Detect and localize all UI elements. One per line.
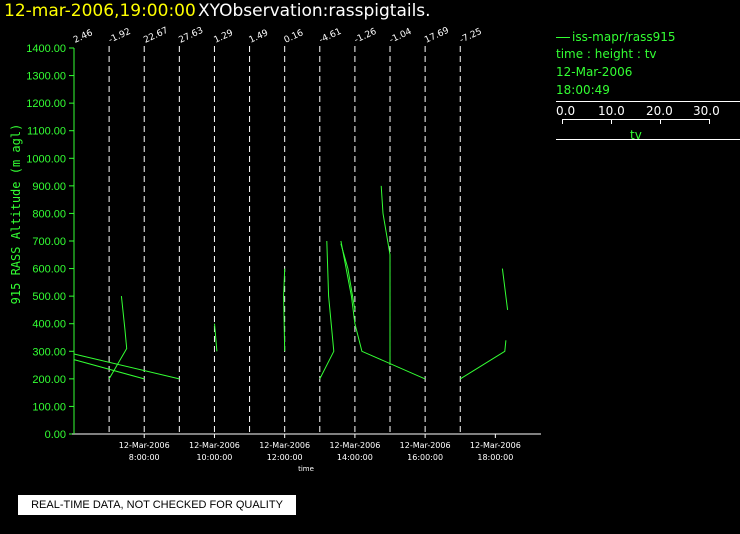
y-tick-label: 600.00: [32, 264, 66, 276]
y-tick-label: 0.00: [45, 429, 66, 441]
title-timestamp: 12-mar-2006,19:00:00: [4, 1, 196, 21]
y-tick-label: 1300.00: [26, 71, 66, 83]
profile-value-label: -4.61: [318, 27, 343, 46]
x-tick-time-label: 10:00:00: [196, 453, 232, 462]
x-tick-date-label: 12-Mar-2006: [119, 441, 170, 450]
scale-tick-label: 0.0: [556, 104, 576, 118]
scale-tick-label: 30.0: [693, 104, 720, 118]
y-tick-label: 400.00: [32, 319, 66, 331]
x-axis-label: time: [298, 465, 314, 473]
data-series-line: [380, 185, 391, 366]
y-tick-label: 1100.00: [27, 126, 66, 138]
y-tick-label: 900.00: [32, 181, 66, 193]
x-tick-time-label: 14:00:00: [337, 453, 373, 462]
legend-divider-bottom: [556, 139, 740, 140]
legend-divider-top: [556, 101, 740, 102]
profile-value-label: 2.46: [72, 28, 95, 46]
chart-axes: 0.00 100.00 200.00 300.00 400.00 500.00 600.00…: [26, 43, 541, 462]
profile-value-label: -1.04: [388, 27, 414, 46]
x-tick-date-label: 12-Mar-2006: [259, 441, 310, 450]
legend-time: 18:00:49: [556, 83, 610, 97]
data-series-line: [73, 359, 145, 380]
profile-value-label: 22.67: [142, 26, 170, 46]
legend-fields: time : height : tv: [556, 47, 657, 61]
scale-unit-label: tv: [630, 128, 642, 142]
data-series-line: [459, 340, 507, 380]
y-tick-label: 1200.00: [26, 98, 66, 110]
x-tick-time-label: 16:00:00: [407, 453, 443, 462]
data-series-line: [73, 353, 180, 380]
page-title: 12-mar-2006,19:00:00 XYObservation:rassp…: [0, 0, 740, 26]
y-tick-label: 1000.00: [26, 153, 66, 165]
data-series-line: [319, 240, 335, 380]
data-series-line: [501, 268, 509, 310]
profile-value-label: -1.92: [107, 27, 132, 46]
legend-line-sample: [556, 37, 570, 38]
legend-series-name: iss-mapr/rass915: [572, 30, 676, 44]
title-observation-name: XYObservation:rasspigtails.: [198, 1, 431, 21]
y-tick-label: 500.00: [32, 291, 66, 303]
scale-bar: [562, 119, 710, 124]
y-tick-label: 700.00: [32, 236, 66, 248]
data-series-line: [214, 323, 218, 352]
data-series-line: [340, 243, 356, 310]
x-tick-time-label: 8:00:00: [129, 453, 160, 462]
scale-tick-label: 10.0: [598, 104, 625, 118]
data-series-line: [283, 268, 286, 352]
y-tick-label: 200.00: [32, 374, 66, 386]
scale-tick-label: 20.0: [646, 104, 673, 118]
profile-value-label: 17.69: [423, 26, 451, 46]
y-axis-label: 915 RASS Altitude (m agl): [9, 124, 23, 305]
y-tick-label: 1400.00: [26, 43, 66, 55]
profile-value-label: 0.16: [283, 28, 306, 46]
data-series-line: [340, 240, 426, 380]
y-tick-label: 800.00: [32, 208, 66, 220]
data-series-group: [73, 48, 509, 434]
x-tick-time-label: 12:00:00: [267, 453, 303, 462]
tv-scale: 0.0 10.0 20.0 30.0 tv: [556, 104, 740, 144]
y-tick-label: 100.00: [32, 401, 66, 413]
profile-value-label: -1.26: [353, 27, 379, 46]
x-tick-date-label: 12-Mar-2006: [470, 441, 521, 450]
x-tick-date-label: 12-Mar-2006: [189, 441, 240, 450]
x-tick-date-label: 12-Mar-2006: [400, 441, 451, 450]
profile-value-label: -7.25: [458, 27, 483, 46]
legend-panel: iss-mapr/rass915 time : height : tv 12-M…: [556, 28, 740, 148]
profile-chart: 2.46 -1.92 22.67 27.63 1.29 1.49 0.16 -4.61 -1.2…: [9, 26, 541, 473]
profile-value-label: 27.63: [177, 26, 205, 46]
profile-gridlines: 2.46 -1.92 22.67 27.63 1.29 1.49 0.16 -4.61 -1.2…: [72, 26, 484, 434]
profile-value-label: 1.29: [212, 28, 235, 46]
y-tick-label: 300.00: [32, 346, 66, 358]
x-tick-time-label: 18:00:00: [477, 453, 513, 462]
data-quality-notice: REAL-TIME DATA, NOT CHECKED FOR QUALITY: [18, 495, 296, 515]
profile-value-label: 1.49: [248, 28, 271, 46]
data-series-line: [108, 296, 128, 380]
legend-date: 12-Mar-2006: [556, 65, 633, 79]
x-tick-date-label: 12-Mar-2006: [329, 441, 380, 450]
